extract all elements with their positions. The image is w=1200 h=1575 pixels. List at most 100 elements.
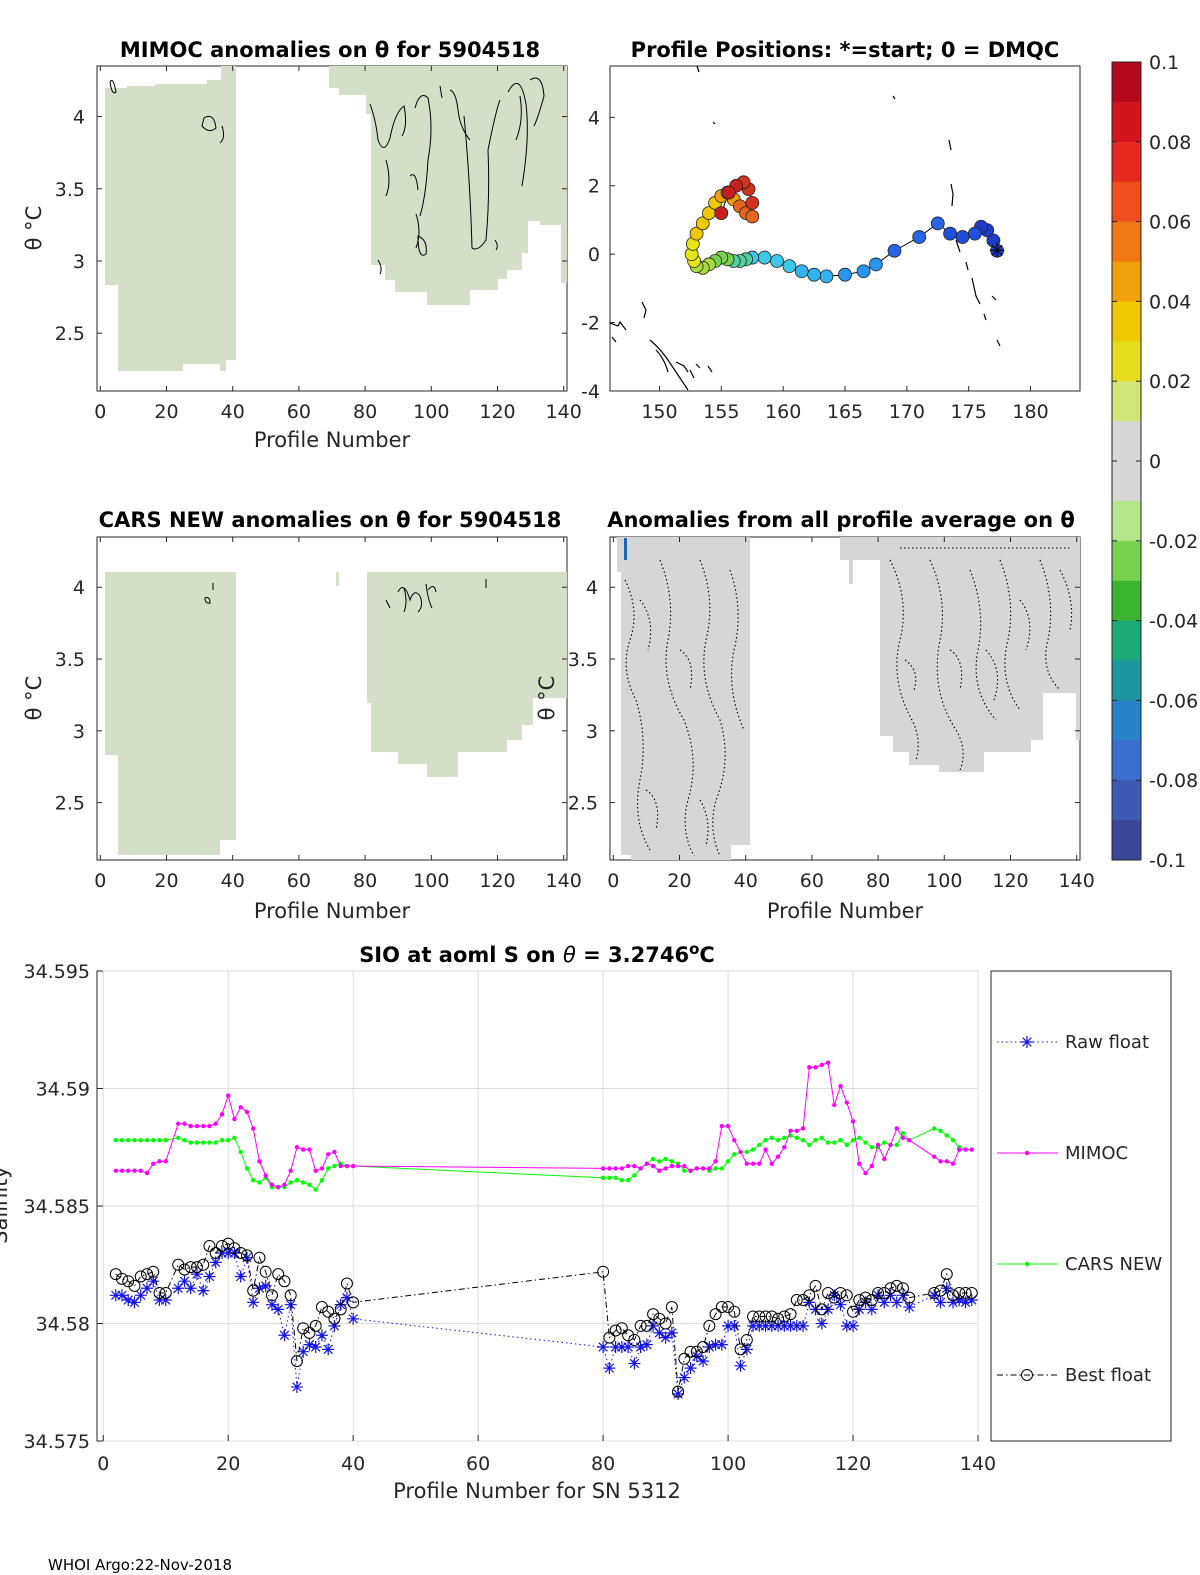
raw-float-line: [115, 1252, 972, 1395]
mimoc-point: [613, 1166, 618, 1171]
mimoc-point: [669, 1163, 675, 1169]
mimoc-point: [750, 1161, 756, 1166]
best-float-line: [115, 1243, 972, 1392]
colorbar-cell: [1112, 141, 1141, 183]
raw-float-point: [322, 1343, 335, 1356]
cars-new-point: [713, 1166, 718, 1171]
mimoc-point: [157, 1159, 162, 1164]
mimoc-xtick-label: 60: [287, 401, 311, 423]
best-float-point: [659, 1317, 672, 1330]
cars-new-point: [163, 1138, 168, 1143]
salinity-xtick-label: 80: [591, 1453, 615, 1475]
best-float-point: [140, 1268, 153, 1281]
mimoc-point: [663, 1166, 668, 1171]
salinity-series: [109, 1060, 978, 1400]
best-float-point: [265, 1289, 278, 1302]
raw-float-point: [197, 1284, 210, 1297]
best-float-point: [134, 1270, 147, 1283]
avg-xtick-label: 0: [607, 870, 619, 892]
best-float-point: [184, 1261, 197, 1274]
positions-title: Profile Positions: *=start; 0 = DMQC: [631, 38, 1060, 62]
best-float-point: [890, 1279, 903, 1292]
salinity-xtick-label: 40: [341, 1453, 365, 1475]
mimoc-point: [888, 1142, 893, 1148]
mimoc-point: [869, 1163, 874, 1169]
raw-float-point: [940, 1282, 953, 1295]
mimoc-title: MIMOC anomalies on θ for 5904518: [120, 38, 540, 62]
cars-new-point: [625, 1177, 631, 1183]
cars-new-point: [782, 1135, 787, 1141]
avg-ytick-label: 4: [586, 577, 598, 599]
colorbar-cell: [1112, 101, 1141, 143]
legend-item-cars-new: CARS NEW: [997, 1254, 1162, 1275]
legend-swatch-marker: [1021, 1369, 1033, 1381]
raw-float-series: [109, 1247, 978, 1400]
colorbar: 0.1 0.08 0.06 0.04 0.02 0 -0.02 -0.04 -0.06 -0.08…: [1111, 52, 1198, 872]
cars-new-point: [144, 1138, 150, 1143]
raw-float-point: [890, 1296, 903, 1309]
legend-label: CARS NEW: [1065, 1254, 1162, 1275]
avg-ytick-label: 3.5: [568, 649, 598, 671]
mimoc-point: [807, 1065, 812, 1070]
raw-float-point: [953, 1294, 966, 1306]
colorbar-cell: [1112, 421, 1141, 462]
avg-panel: 0 20 40 60 80 100 120 140 2.5 3 3.5 4 Anomalies fr…: [535, 508, 1095, 923]
cars-new-point: [794, 1135, 800, 1141]
mimoc-xtick-label: 100: [413, 401, 449, 423]
mimoc-point: [213, 1121, 218, 1126]
best-float-point: [859, 1291, 872, 1304]
mimoc-point: [313, 1168, 318, 1173]
colorbar-cell: [1112, 700, 1141, 741]
best-float-point: [297, 1322, 310, 1335]
best-float-point: [109, 1268, 122, 1281]
cars-new-point: [882, 1140, 887, 1145]
best-float-point: [759, 1310, 772, 1323]
positions-panel: ✳ 150 155 160 165 170 175 180 -4 -2 0 2 4 Profile …: [581, 38, 1081, 423]
mimoc-point: [619, 1166, 625, 1171]
mimoc-point: [838, 1083, 843, 1089]
cars-new-point: [944, 1133, 949, 1138]
mimoc-point: [338, 1163, 343, 1169]
mimoc-point: [769, 1161, 775, 1166]
mimoc-point: [288, 1168, 293, 1173]
best-float-point: [672, 1385, 685, 1398]
raw-float-point: [840, 1319, 853, 1332]
best-float-point: [215, 1239, 228, 1252]
salinity-xtick-label: 60: [466, 1453, 490, 1475]
raw-float-point: [647, 1319, 660, 1332]
best-float-point: [959, 1286, 972, 1299]
mimoc-point: [625, 1163, 631, 1169]
salinity-ytick-label: 34.585: [24, 1196, 90, 1218]
cars-xtick-label: 0: [94, 870, 106, 892]
raw-float-point: [965, 1294, 978, 1306]
colorbar-cell: [1112, 181, 1141, 223]
profile-position-point: [695, 216, 710, 231]
raw-float-point: [140, 1282, 153, 1295]
mimoc-point: [207, 1123, 212, 1129]
profile-position-point: [745, 195, 760, 210]
mimoc-xtick-label: 0: [94, 401, 106, 423]
mimoc-y-ticks: 2.5 3 3.5 4: [55, 107, 567, 345]
mimoc-xtick-label: 80: [353, 401, 377, 423]
positions-ytick-label: 2: [588, 176, 600, 198]
best-float-point: [228, 1242, 241, 1255]
mimoc-point: [163, 1159, 168, 1164]
cars-new-point: [719, 1166, 725, 1171]
mimoc-point: [875, 1142, 881, 1148]
colorbar-tick-label: -0.08: [1149, 770, 1198, 792]
mimoc-point: [882, 1156, 887, 1162]
colorbar-cell: [1112, 820, 1141, 861]
best-float-series: [109, 1237, 978, 1398]
profile-position-point: [967, 226, 982, 241]
colorbar-cell: [1112, 381, 1141, 422]
raw-float-point: [653, 1326, 666, 1339]
cars-xtick-label: 100: [413, 870, 449, 892]
profile-position-point: [955, 230, 970, 244]
raw-float-point: [684, 1362, 697, 1375]
mimoc-point: [894, 1126, 899, 1131]
mimoc-point: [263, 1173, 268, 1178]
best-float-point: [772, 1312, 785, 1325]
colorbar-tick-label: 0.04: [1149, 291, 1191, 313]
avg-anomaly-left: [617, 537, 750, 860]
